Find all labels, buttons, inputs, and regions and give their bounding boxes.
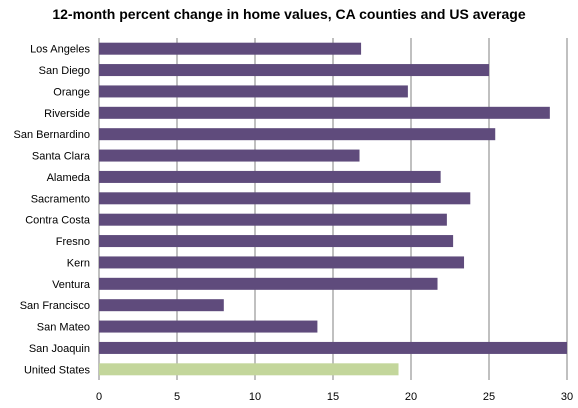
- bar-san-mateo: [99, 320, 318, 333]
- category-label: Kern: [67, 257, 90, 269]
- category-label: Santa Clara: [32, 151, 91, 163]
- x-tick-label: 15: [327, 391, 339, 403]
- category-label: Sacramento: [31, 193, 90, 205]
- bar-orange: [99, 85, 408, 98]
- bar-sacramento: [99, 192, 471, 205]
- bar-los-angeles: [99, 42, 362, 55]
- bar-san-bernardino: [99, 128, 496, 141]
- category-label: United States: [24, 364, 91, 376]
- category-label: San Diego: [39, 65, 90, 77]
- category-label: San Joaquin: [29, 343, 90, 355]
- bar-san-diego: [99, 64, 489, 77]
- bar-layer: [99, 42, 567, 376]
- x-tick-label: 20: [405, 391, 417, 403]
- bar-alameda: [99, 170, 441, 183]
- bar-san-joaquin: [99, 341, 567, 354]
- x-tick-label: 5: [174, 391, 180, 403]
- x-tick-label: 10: [249, 391, 261, 403]
- label-layer: 0 5 10 15 20 25 30 Los Angeles San Diego Orange Ri…: [14, 44, 574, 403]
- bar-san-francisco: [99, 299, 224, 312]
- x-tick-label: 0: [96, 391, 102, 403]
- category-label: San Bernardino: [14, 129, 90, 141]
- bar-contra-costa: [99, 213, 447, 226]
- bar-fresno: [99, 235, 454, 248]
- category-label: Los Angeles: [30, 44, 90, 56]
- bar-united-states: [99, 363, 399, 376]
- chart-title: 12-month percent change in home values, …: [52, 6, 526, 22]
- bar-kern: [99, 256, 465, 269]
- category-label: Fresno: [56, 236, 90, 248]
- category-label: Orange: [53, 86, 90, 98]
- category-label: San Francisco: [20, 300, 90, 312]
- category-label: Ventura: [52, 279, 91, 291]
- x-tick-label: 25: [483, 391, 495, 403]
- bar-santa-clara: [99, 149, 360, 162]
- bar-riverside: [99, 106, 550, 119]
- bar-ventura: [99, 277, 438, 290]
- category-label: San Mateo: [37, 322, 90, 334]
- category-label: Contra Costa: [25, 215, 91, 227]
- category-label: Riverside: [44, 108, 90, 120]
- x-tick-label: 30: [561, 391, 573, 403]
- category-label: Alameda: [47, 172, 91, 184]
